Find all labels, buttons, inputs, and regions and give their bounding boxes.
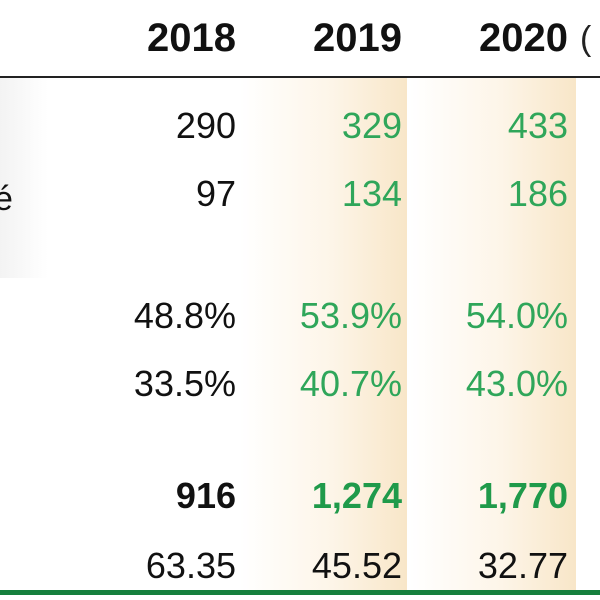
table-cell: 63.35 [145, 545, 236, 586]
table-cell: 53.9% [299, 295, 402, 336]
table-cell: 186 [507, 173, 568, 214]
column-header-2020: 2020 [479, 16, 568, 60]
column-header-2019: 2019 [313, 16, 402, 60]
bottom-rule [0, 590, 600, 595]
cut-off-column-header: ( [580, 20, 592, 58]
header-rule [0, 76, 600, 78]
table-cell: 40.7% [299, 363, 402, 404]
column-shade-2019 [240, 78, 407, 592]
column-shade-2020 [410, 78, 576, 592]
table-cell: 43.0% [465, 363, 568, 404]
table-cell: 45.52 [311, 545, 402, 586]
table-cell: 32.77 [477, 545, 568, 586]
table-cell: 97 [195, 173, 236, 214]
table-cell: 433 [507, 105, 568, 146]
left-label-column-edge: é [0, 78, 48, 278]
table-cell: 329 [341, 105, 402, 146]
cut-off-row-label: é [0, 180, 13, 218]
table-cell: 1,770 [477, 475, 568, 516]
table-cell: 916 [175, 475, 236, 516]
table-cell: 33.5% [133, 363, 236, 404]
table-cell: 134 [341, 173, 402, 214]
table-cell: 48.8% [133, 295, 236, 336]
table-cell: 290 [175, 105, 236, 146]
column-header-2018: 2018 [147, 16, 236, 60]
table-cell: 54.0% [465, 295, 568, 336]
table-cell: 1,274 [311, 475, 402, 516]
